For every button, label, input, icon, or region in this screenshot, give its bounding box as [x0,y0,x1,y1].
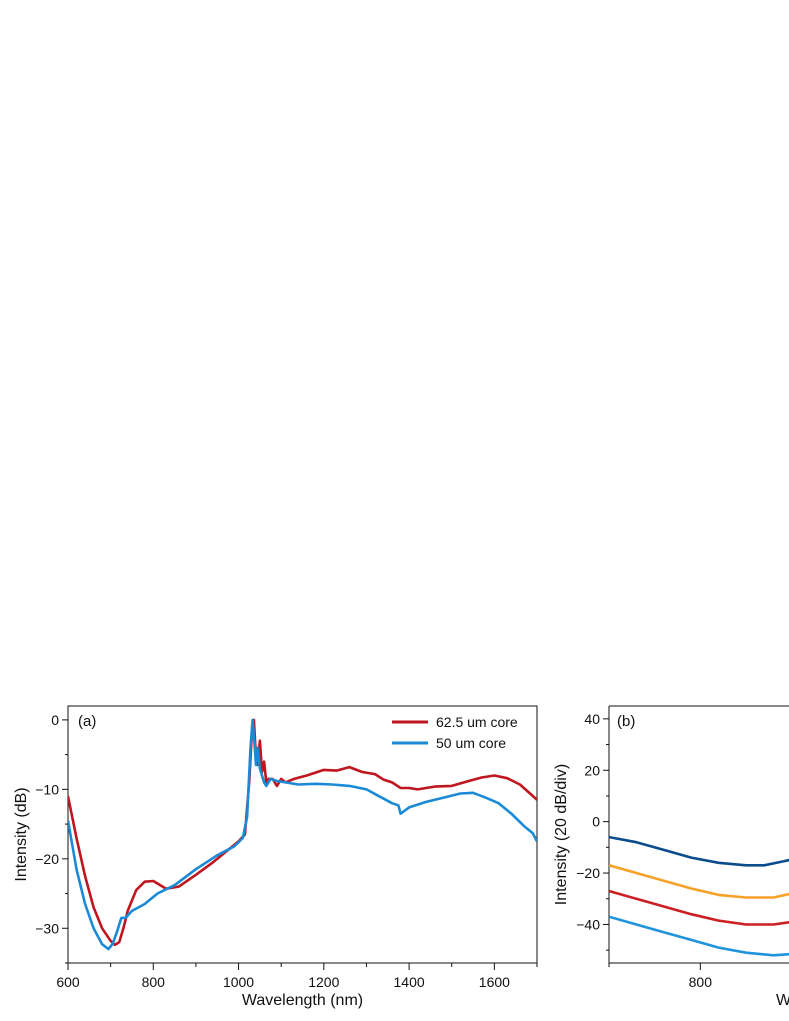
panel-a-y-tick-label: −10 [35,781,59,797]
panel-a-x-axis-title: Wavelength (nm) [242,992,363,1009]
panel-b-series-line-1 [609,835,789,867]
panel-a-x-tick-label: 800 [142,974,166,990]
panel-a-chart: 600 800 1000 1200 1400 1600 0 −10 −20 −30 (a) Wav… [13,705,538,1009]
legend-label-62-5-um-core: 62.5 um core [436,714,518,730]
panel-b-label: (b) [617,713,635,730]
panel-b-x-axis-title: W [776,992,789,1009]
panel-b-x-tick-label: 800 [689,974,713,990]
panel-b-y-tick-label: 20 [584,762,600,778]
panel-b-series-group [609,835,789,957]
panel-a-y-axis-title: Intensity (dB) [13,787,30,881]
panel-b-y-tick-label: −20 [576,865,600,881]
panel-b-series-line-3 [609,889,789,926]
panel-b-series-line-2 [609,864,789,899]
panel-b-series-line-4 [609,915,789,957]
panel-a-x-tick-label: 1000 [223,974,254,990]
panel-a-series-line-2 [68,718,537,951]
panel-b-y-tick-label: −40 [576,916,600,932]
legend-label-50-um-core: 50 um core [436,735,506,751]
panel-a-ticks: 600 800 1000 1200 1400 1600 0 −10 −20 −30 [35,712,538,990]
panel-b-y-axis-title: Intensity (20 dB/div) [553,764,570,905]
panel-a-plot-frame [67,705,538,964]
panel-b-chart: 800100040200−20−40 (b) W Intensity (20 d… [553,705,789,1009]
panel-a-legend: 62.5 um core 50 um core [392,714,518,751]
panel-a-series-line-1 [68,718,537,947]
panel-b-y-tick-label: 0 [592,814,600,830]
panel-a-y-tick-label: 0 [51,712,59,728]
panel-a-x-tick-label: 600 [56,974,80,990]
panel-a-label: (a) [78,713,96,730]
panel-a-y-tick-label: −30 [35,920,59,936]
panel-b-y-tick-label: 40 [584,711,600,727]
panel-a-y-tick-label: −20 [35,851,59,867]
panel-a-series-group [68,718,537,951]
panel-a-x-tick-label: 1400 [394,974,425,990]
panel-b-ticks: 800100040200−20−40 [576,711,713,990]
panel-a-x-tick-label: 1200 [308,974,339,990]
panel-a-x-tick-label: 1600 [479,974,510,990]
